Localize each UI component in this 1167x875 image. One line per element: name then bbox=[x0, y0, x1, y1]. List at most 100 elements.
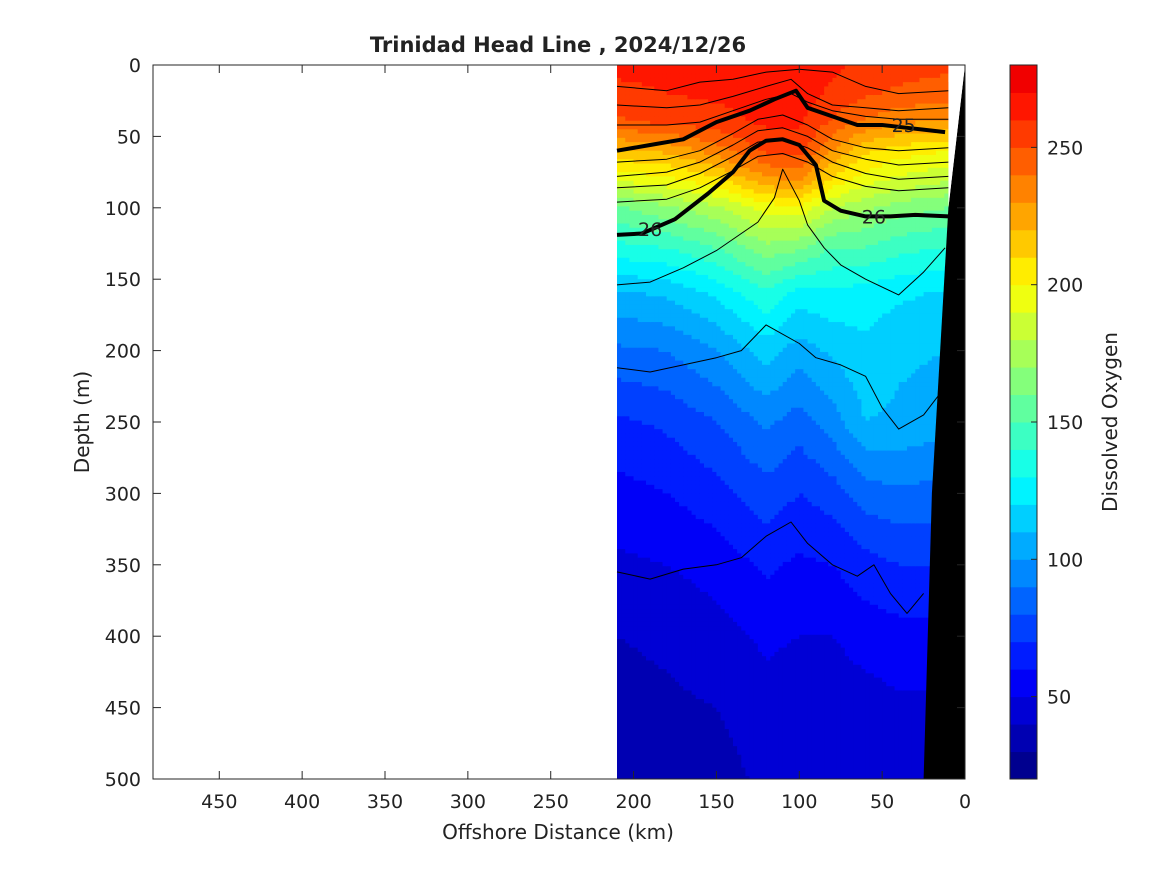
field-cell bbox=[695, 729, 701, 734]
field-cell bbox=[633, 227, 639, 233]
field-cell bbox=[646, 244, 651, 250]
field-cell bbox=[720, 634, 726, 640]
field-cell bbox=[728, 219, 734, 225]
field-cell bbox=[675, 103, 680, 109]
field-cell bbox=[666, 604, 672, 610]
field-cell bbox=[658, 493, 664, 499]
field-cell bbox=[633, 497, 639, 503]
field-cell bbox=[641, 574, 647, 580]
field-cell bbox=[629, 759, 635, 764]
field-cell bbox=[683, 326, 689, 332]
field-cell bbox=[708, 639, 713, 644]
field-cell bbox=[658, 352, 664, 357]
field-cell bbox=[675, 107, 680, 113]
field-cell bbox=[733, 724, 738, 730]
field-cell bbox=[708, 609, 713, 614]
field-cell bbox=[691, 184, 697, 190]
field-cell bbox=[691, 292, 697, 297]
field-cell bbox=[641, 763, 647, 769]
field-cell bbox=[724, 497, 730, 503]
field-cell bbox=[658, 767, 664, 773]
field-cell bbox=[637, 94, 643, 100]
field-cell bbox=[666, 510, 672, 516]
field-cell bbox=[633, 369, 639, 375]
field-cell bbox=[670, 561, 676, 567]
field-cell bbox=[733, 180, 738, 186]
field-cell bbox=[733, 651, 738, 657]
field-cell bbox=[646, 257, 651, 263]
field-cell bbox=[716, 322, 722, 327]
field-cell bbox=[720, 356, 726, 362]
field-cell bbox=[720, 326, 726, 332]
field-cell bbox=[695, 686, 701, 692]
field-cell bbox=[708, 124, 713, 130]
field-cell bbox=[650, 313, 655, 319]
field-cell bbox=[621, 360, 626, 366]
field-cell bbox=[641, 107, 647, 113]
field-cell bbox=[617, 65, 622, 70]
field-cell bbox=[679, 699, 684, 704]
field-cell bbox=[704, 549, 709, 554]
field-cell bbox=[646, 399, 651, 405]
field-cell bbox=[633, 279, 639, 285]
field-cell bbox=[670, 510, 676, 516]
field-cell bbox=[625, 334, 631, 340]
field-cell bbox=[658, 210, 664, 216]
field-cell bbox=[654, 69, 660, 75]
field-cell bbox=[670, 99, 676, 105]
field-cell bbox=[641, 677, 647, 683]
field-cell bbox=[704, 716, 709, 722]
field-cell bbox=[670, 326, 676, 332]
field-cell bbox=[617, 647, 622, 653]
field-cell bbox=[712, 519, 718, 524]
field-cell bbox=[662, 356, 668, 362]
field-cell bbox=[637, 579, 643, 584]
field-cell bbox=[654, 591, 660, 597]
field-cell bbox=[704, 206, 709, 212]
field-cell bbox=[637, 167, 643, 173]
field-cell bbox=[716, 257, 722, 263]
field-cell bbox=[654, 437, 660, 443]
field-cell bbox=[629, 176, 635, 182]
field-cell bbox=[675, 463, 680, 469]
field-cell bbox=[675, 647, 680, 653]
field-cell bbox=[654, 476, 660, 482]
field-cell bbox=[617, 129, 622, 135]
field-cell bbox=[641, 450, 647, 456]
field-cell bbox=[633, 510, 639, 516]
field-cell bbox=[687, 202, 693, 207]
field-cell bbox=[662, 304, 668, 310]
field-cell bbox=[704, 523, 709, 529]
field-cell bbox=[658, 643, 664, 649]
field-cell bbox=[716, 193, 722, 199]
field-cell bbox=[662, 313, 668, 319]
field-cell bbox=[625, 531, 631, 537]
field-cell bbox=[687, 244, 693, 250]
field-cell bbox=[691, 309, 697, 315]
field-cell bbox=[621, 506, 626, 512]
field-cell bbox=[641, 287, 647, 293]
field-cell bbox=[650, 613, 655, 619]
field-cell bbox=[716, 167, 722, 173]
field-cell bbox=[654, 664, 660, 670]
field-cell bbox=[687, 643, 693, 649]
field-cell bbox=[728, 471, 734, 477]
field-cell bbox=[637, 484, 643, 490]
field-cell bbox=[699, 292, 705, 297]
field-cell bbox=[629, 279, 635, 285]
field-cell bbox=[716, 729, 722, 734]
field-cell bbox=[724, 244, 730, 250]
field-cell bbox=[737, 309, 742, 315]
field-cell bbox=[683, 707, 689, 713]
field-cell bbox=[733, 309, 738, 315]
field-cell bbox=[621, 566, 626, 572]
field-cell bbox=[724, 604, 730, 610]
field-cell bbox=[737, 531, 742, 537]
field-cell bbox=[683, 86, 689, 92]
field-cell bbox=[687, 163, 693, 169]
field-cell bbox=[641, 514, 647, 520]
field-cell bbox=[704, 561, 709, 567]
field-cell bbox=[646, 137, 651, 143]
field-cell bbox=[666, 651, 672, 657]
field-cell bbox=[687, 733, 693, 739]
